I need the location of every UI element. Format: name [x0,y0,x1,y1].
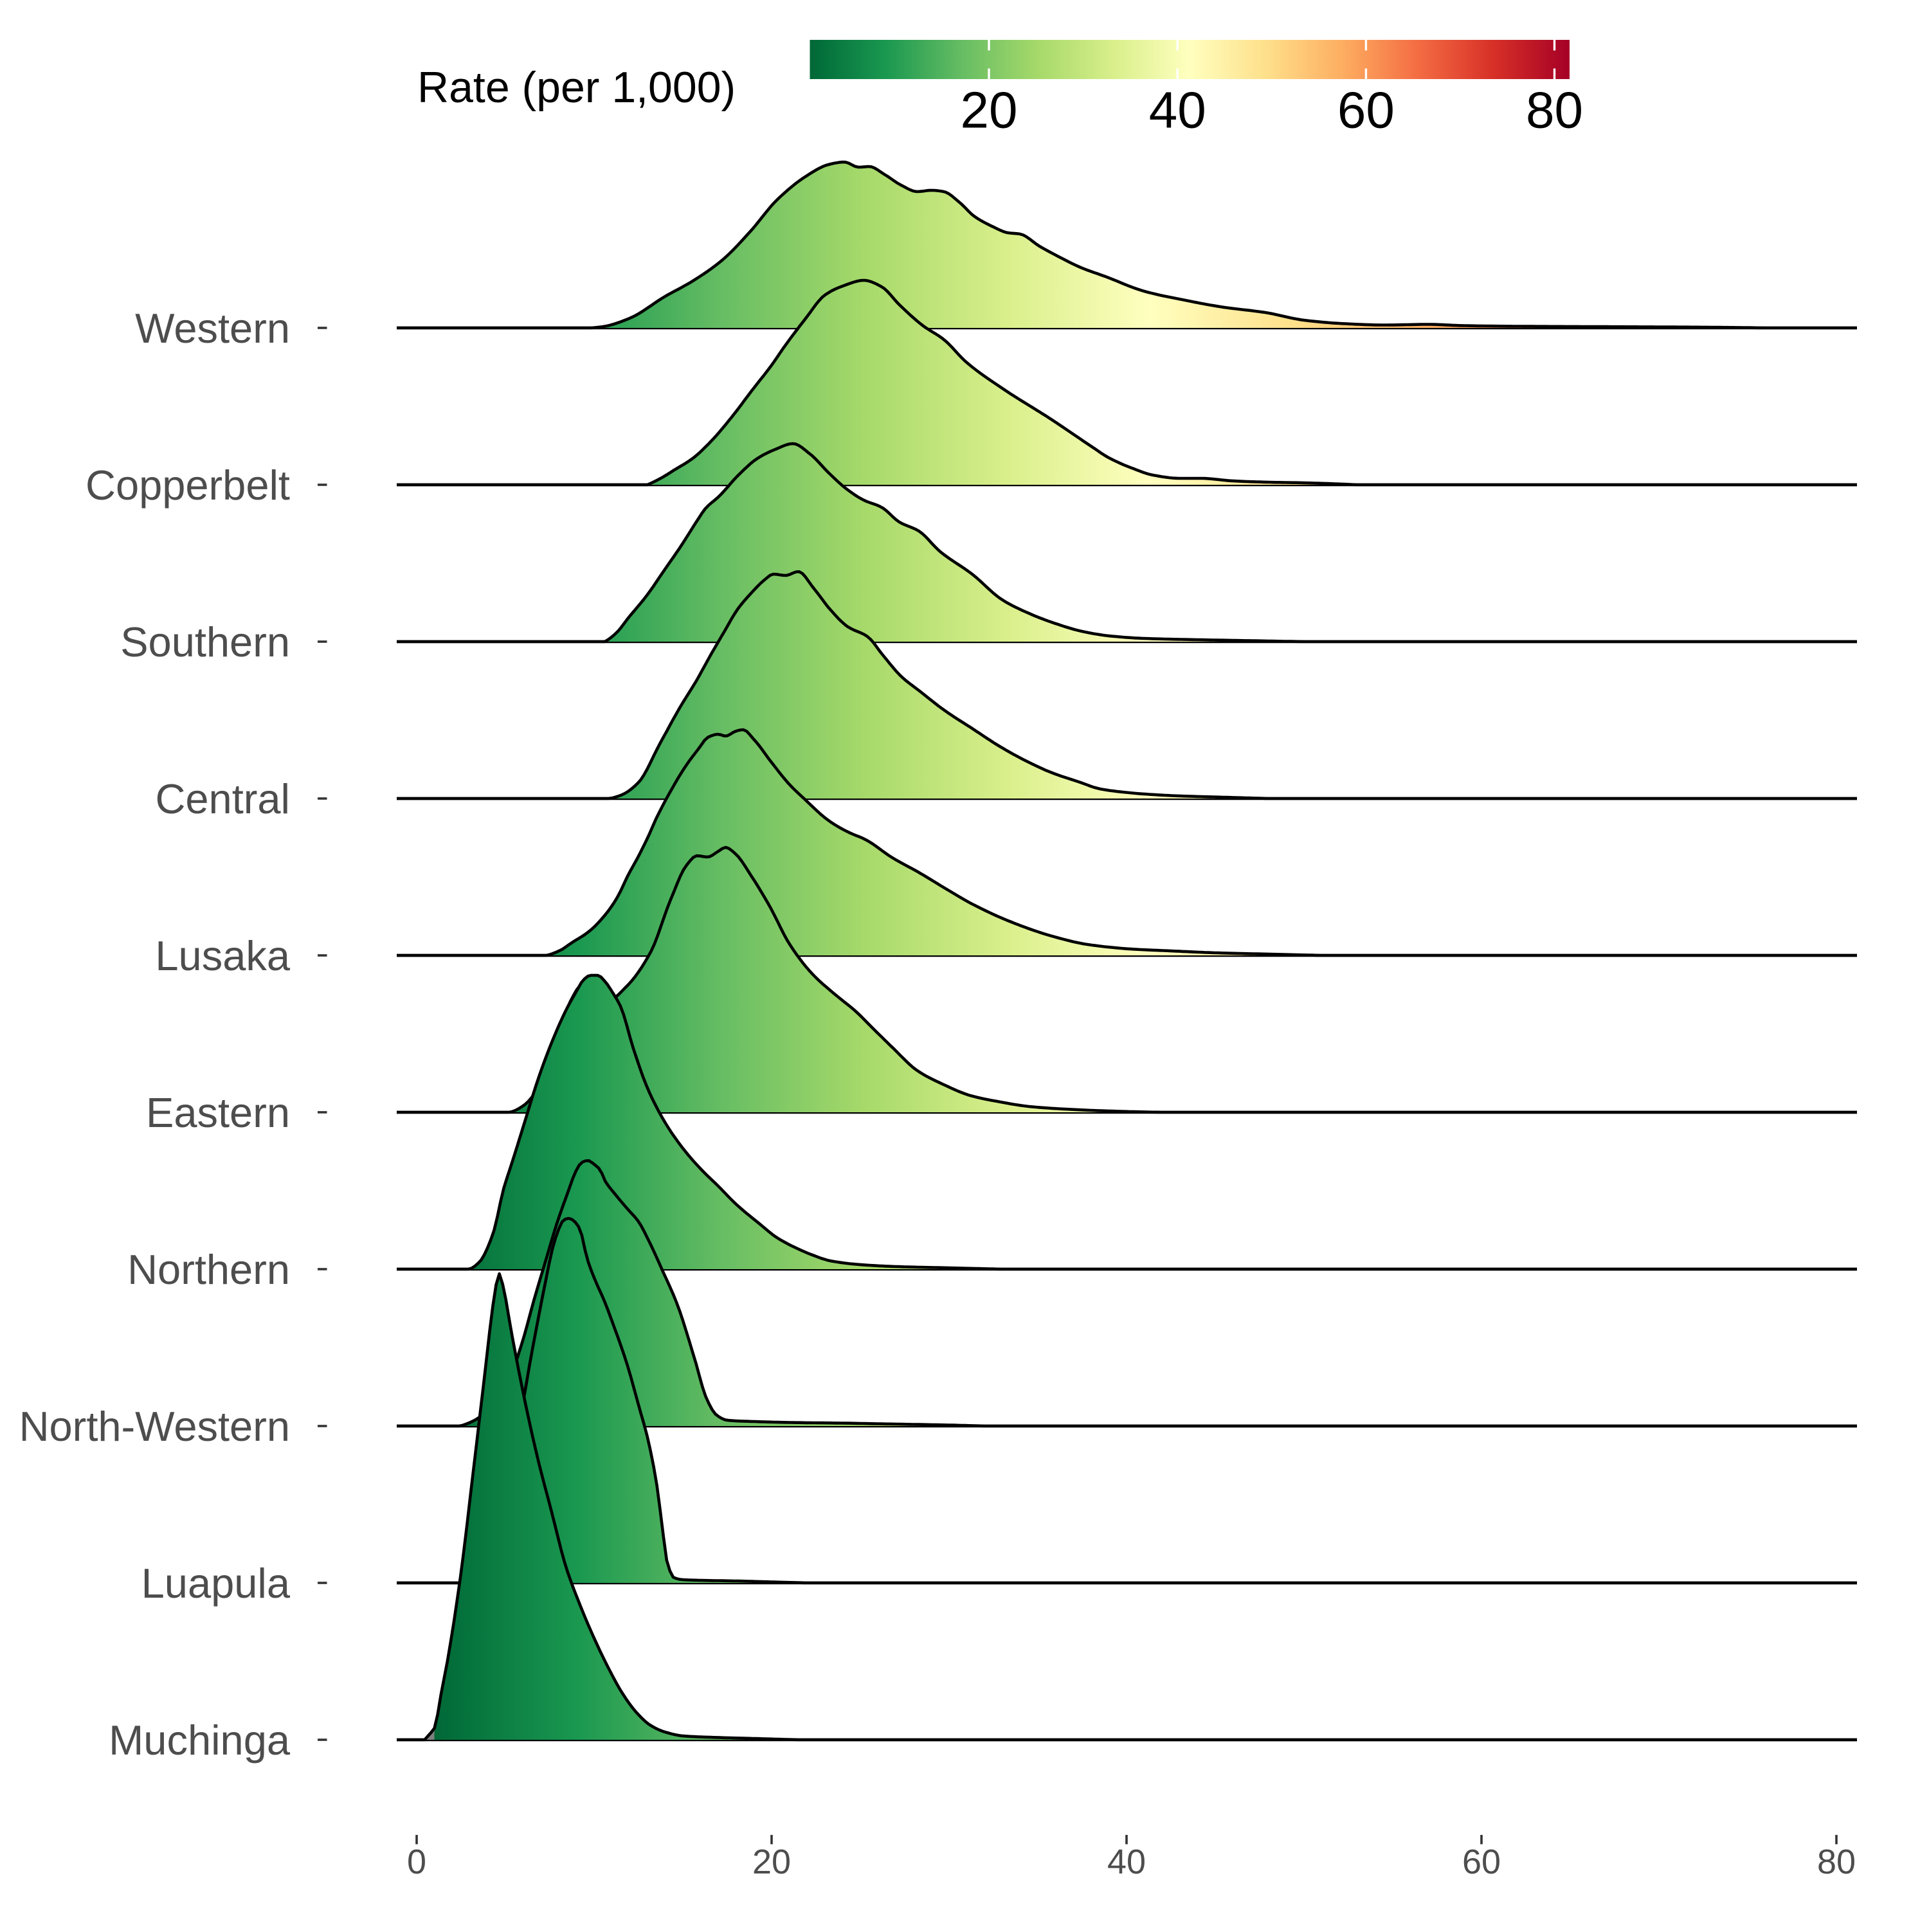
svg-text:Luapula: Luapula [141,1560,291,1607]
svg-text:Copperbelt: Copperbelt [86,462,290,509]
svg-text:Rate (per 1,000): Rate (per 1,000) [417,63,736,112]
svg-text:40: 40 [1149,82,1206,139]
svg-text:80: 80 [1817,1843,1856,1881]
svg-text:Central: Central [155,775,290,822]
svg-text:Western: Western [135,305,290,352]
svg-text:Eastern: Eastern [146,1089,290,1136]
svg-text:Southern: Southern [120,618,290,665]
svg-text:Muchinga: Muchinga [109,1717,291,1764]
svg-text:20: 20 [752,1843,791,1881]
svg-text:Northern: Northern [127,1246,290,1293]
svg-text:60: 60 [1462,1843,1501,1881]
svg-text:40: 40 [1107,1843,1146,1881]
svg-text:North-Western: North-Western [19,1403,290,1450]
svg-text:0: 0 [407,1843,426,1881]
svg-text:80: 80 [1526,82,1583,139]
svg-text:20: 20 [961,82,1018,139]
svg-text:Lusaka: Lusaka [155,932,290,979]
svg-text:60: 60 [1337,82,1395,139]
